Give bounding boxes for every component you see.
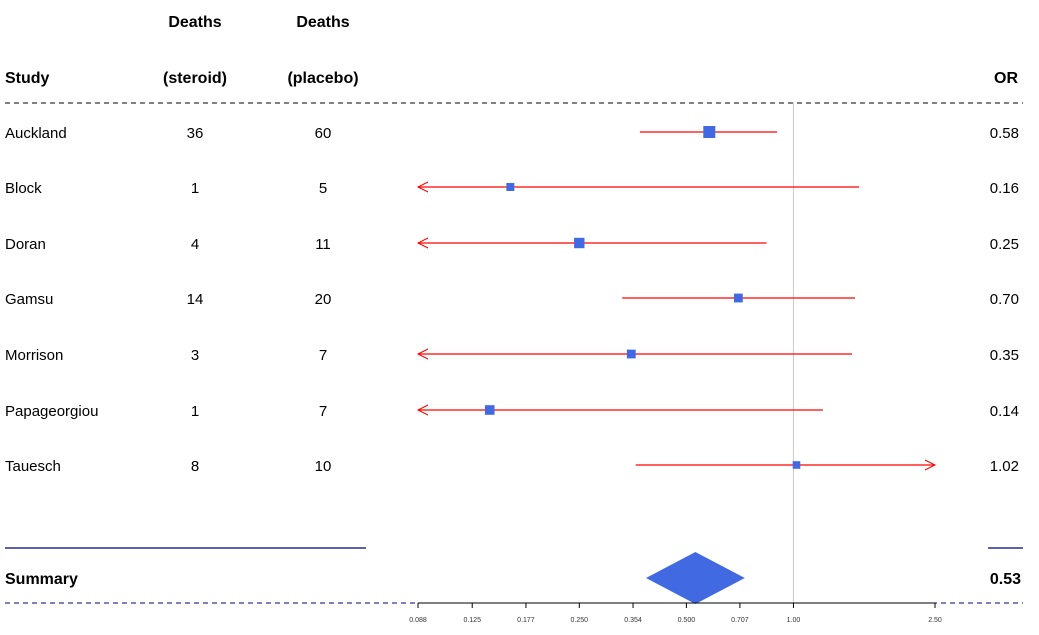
deaths-placebo: 10 [315,458,332,475]
deaths-steroid: 3 [191,347,199,364]
table-row: Gamsu 14 20 0.70 [5,291,1019,308]
table-row: Block 1 5 0.16 [5,180,1019,197]
study-name: Tauesch [5,458,61,475]
study-name: Papageorgiou [5,403,98,420]
ci-arrow-left-icon [416,404,429,416]
point-estimate-box [574,237,585,249]
summary-or: 0.53 [990,571,1021,588]
point-estimate-box [733,293,743,303]
ci-arrow-left-icon [416,237,429,249]
header-or: OR [994,70,1018,87]
point-estimate-box [703,126,716,138]
x-axis-tick-label: 0.125 [463,617,481,624]
study-name: Gamsu [5,291,53,308]
summary-label: Summary [5,571,78,588]
deaths-placebo: 20 [315,291,332,308]
point-estimate-box [484,405,495,415]
study-name: Doran [5,236,46,253]
odds-ratio: 0.70 [990,291,1019,308]
x-axis-tick-label: 0.500 [678,617,696,624]
deaths-steroid: 4 [191,236,199,253]
table-row: Morrison 3 7 0.35 [5,347,1019,364]
point-estimate-box [626,349,636,359]
x-axis-tick-label: 0.707 [731,617,749,624]
deaths-placebo: 60 [315,125,332,142]
deaths-steroid: 36 [187,125,204,142]
odds-ratio: 0.35 [990,347,1019,364]
table-row: Doran 4 11 0.25 [5,236,1019,253]
deaths-steroid: 14 [187,291,204,308]
header-deaths-steroid-1: Deaths [168,14,221,31]
table-row: Tauesch 8 10 1.02 [5,458,1019,475]
deaths-steroid: 1 [191,403,199,420]
ci-arrow-left-icon [416,348,429,360]
x-axis-tick-label: 2.50 [928,617,942,624]
x-axis-tick-label: 0.250 [571,617,589,624]
table-row: Auckland 36 60 0.58 [5,125,1019,142]
odds-ratio: 0.25 [990,236,1019,253]
deaths-steroid: 8 [191,458,199,475]
study-name: Block [5,180,42,197]
deaths-placebo: 5 [319,180,327,197]
x-axis-tick-label: 0.088 [409,617,427,624]
ci-arrow-right-icon [924,459,937,471]
study-name: Morrison [5,347,63,364]
header-deaths-placebo-2: (placebo) [287,70,358,87]
deaths-steroid: 1 [191,180,199,197]
odds-ratio: 0.16 [990,180,1019,197]
point-estimate-box [506,183,515,191]
odds-ratio: 0.58 [990,125,1019,142]
deaths-placebo: 7 [319,403,327,420]
odds-ratio: 0.14 [990,403,1019,420]
x-axis-tick-label: 1.00 [787,617,801,624]
deaths-placebo: 11 [315,236,331,253]
ci-arrow-left-icon [416,181,429,193]
study-name: Auckland [5,125,67,142]
header-deaths-steroid-2: (steroid) [163,70,227,87]
deaths-placebo: 7 [319,347,327,364]
summary-diamond [645,552,745,604]
point-estimate-box [792,461,801,469]
x-axis-tick-label: 0.177 [517,617,535,624]
odds-ratio: 1.02 [990,458,1019,475]
table-row: Papageorgiou 1 7 0.14 [5,403,1019,420]
header-study: Study [5,70,50,87]
header-deaths-placebo-1: Deaths [296,14,349,31]
x-axis-tick-label: 0.354 [624,617,642,624]
